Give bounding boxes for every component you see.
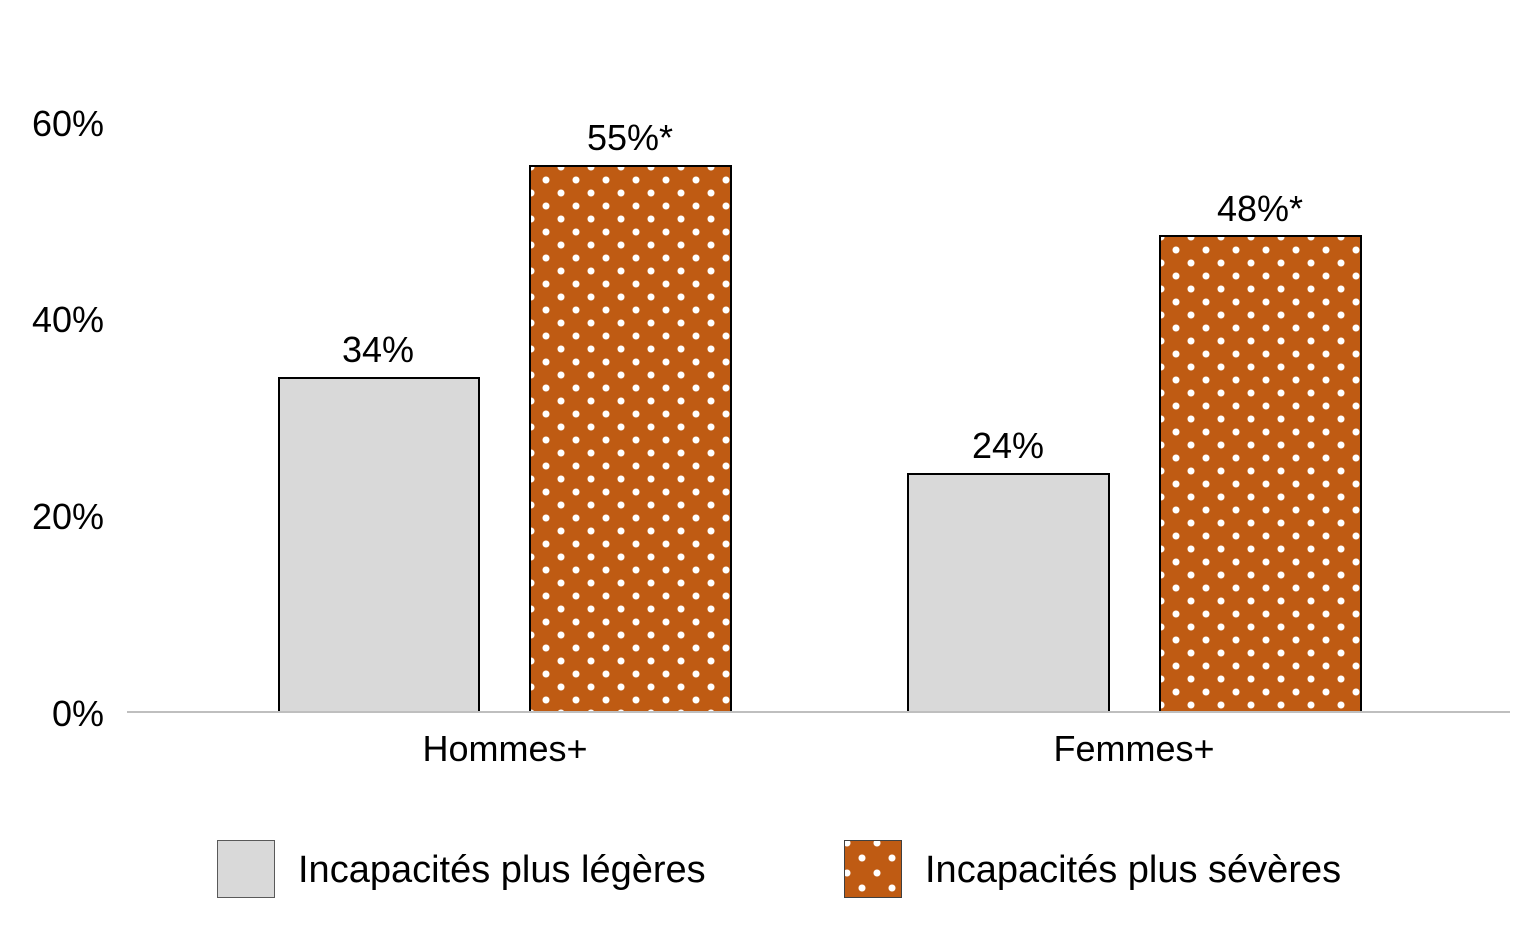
legend-swatch-legeres	[217, 840, 275, 898]
bar-hommes-severes	[529, 165, 732, 712]
x-label-hommes: Hommes+	[422, 728, 588, 769]
y-tick-60: 60%	[31, 103, 104, 144]
value-label: 34%	[341, 329, 415, 370]
legend-swatch-severes	[844, 840, 902, 898]
x-axis-line	[127, 711, 1510, 713]
bar-femmes-severes	[1159, 235, 1362, 712]
y-tick-20: 20%	[31, 496, 104, 537]
bar-hommes-legeres	[278, 377, 480, 712]
value-label: 24%	[971, 425, 1045, 466]
value-label: 48%*	[1216, 188, 1304, 229]
y-tick-40: 40%	[31, 299, 104, 340]
legend-label-legeres: Incapacités plus légères	[298, 849, 706, 891]
bar-femmes-legeres	[907, 473, 1110, 712]
x-label-femmes: Femmes+	[1053, 728, 1215, 769]
legend-label-severes: Incapacités plus sévères	[925, 849, 1342, 891]
value-label: 55%*	[586, 117, 674, 158]
y-tick-0: 0%	[51, 693, 104, 734]
